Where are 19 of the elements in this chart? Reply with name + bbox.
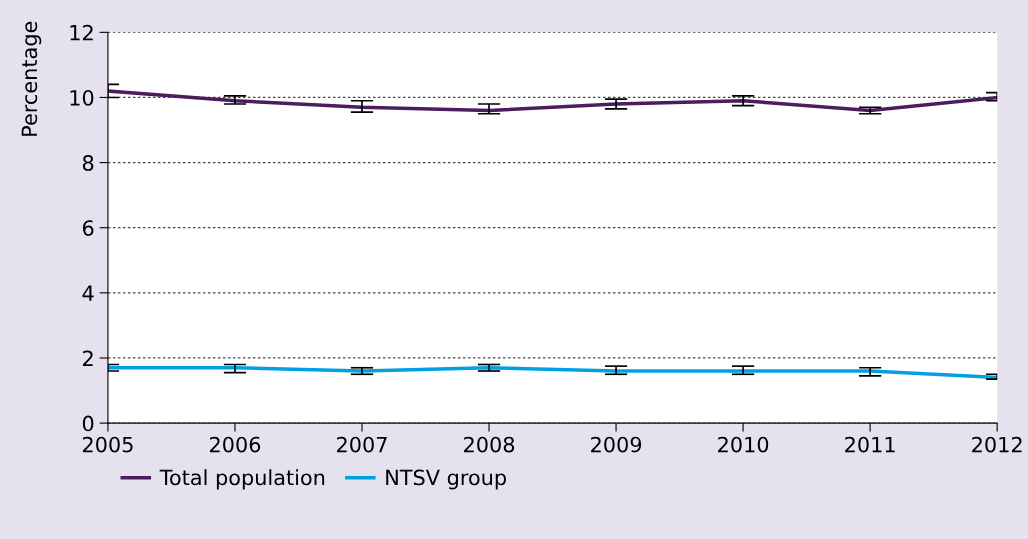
x-tick-label: 2007 (337, 436, 387, 453)
legend-label: Total population (159, 469, 325, 490)
x-tick-label: 2005 (82, 436, 133, 453)
y-tick-label: 4 (82, 285, 94, 301)
line-series (107, 89, 998, 113)
y-tick-label: 10 (70, 89, 94, 106)
y-tick-label: 8 (82, 155, 94, 171)
y-tick-label: 0 (82, 415, 94, 432)
y-tick-label: 12 (70, 24, 93, 41)
x-tick-label: 2011 (845, 436, 895, 453)
x-tick-label: 2009 (591, 436, 642, 453)
y-tick-label: 6 (82, 220, 94, 236)
x-tick-label: 2006 (209, 436, 261, 453)
y-tick-label: 2 (83, 350, 93, 366)
x-tick-label: 2008 (464, 436, 515, 453)
y-axis-title: Percentage (21, 21, 42, 136)
legend-label: NTSV group (386, 469, 506, 490)
x-tick-label: 2010 (718, 436, 769, 453)
x-tick-label: 2012 (972, 436, 1022, 453)
